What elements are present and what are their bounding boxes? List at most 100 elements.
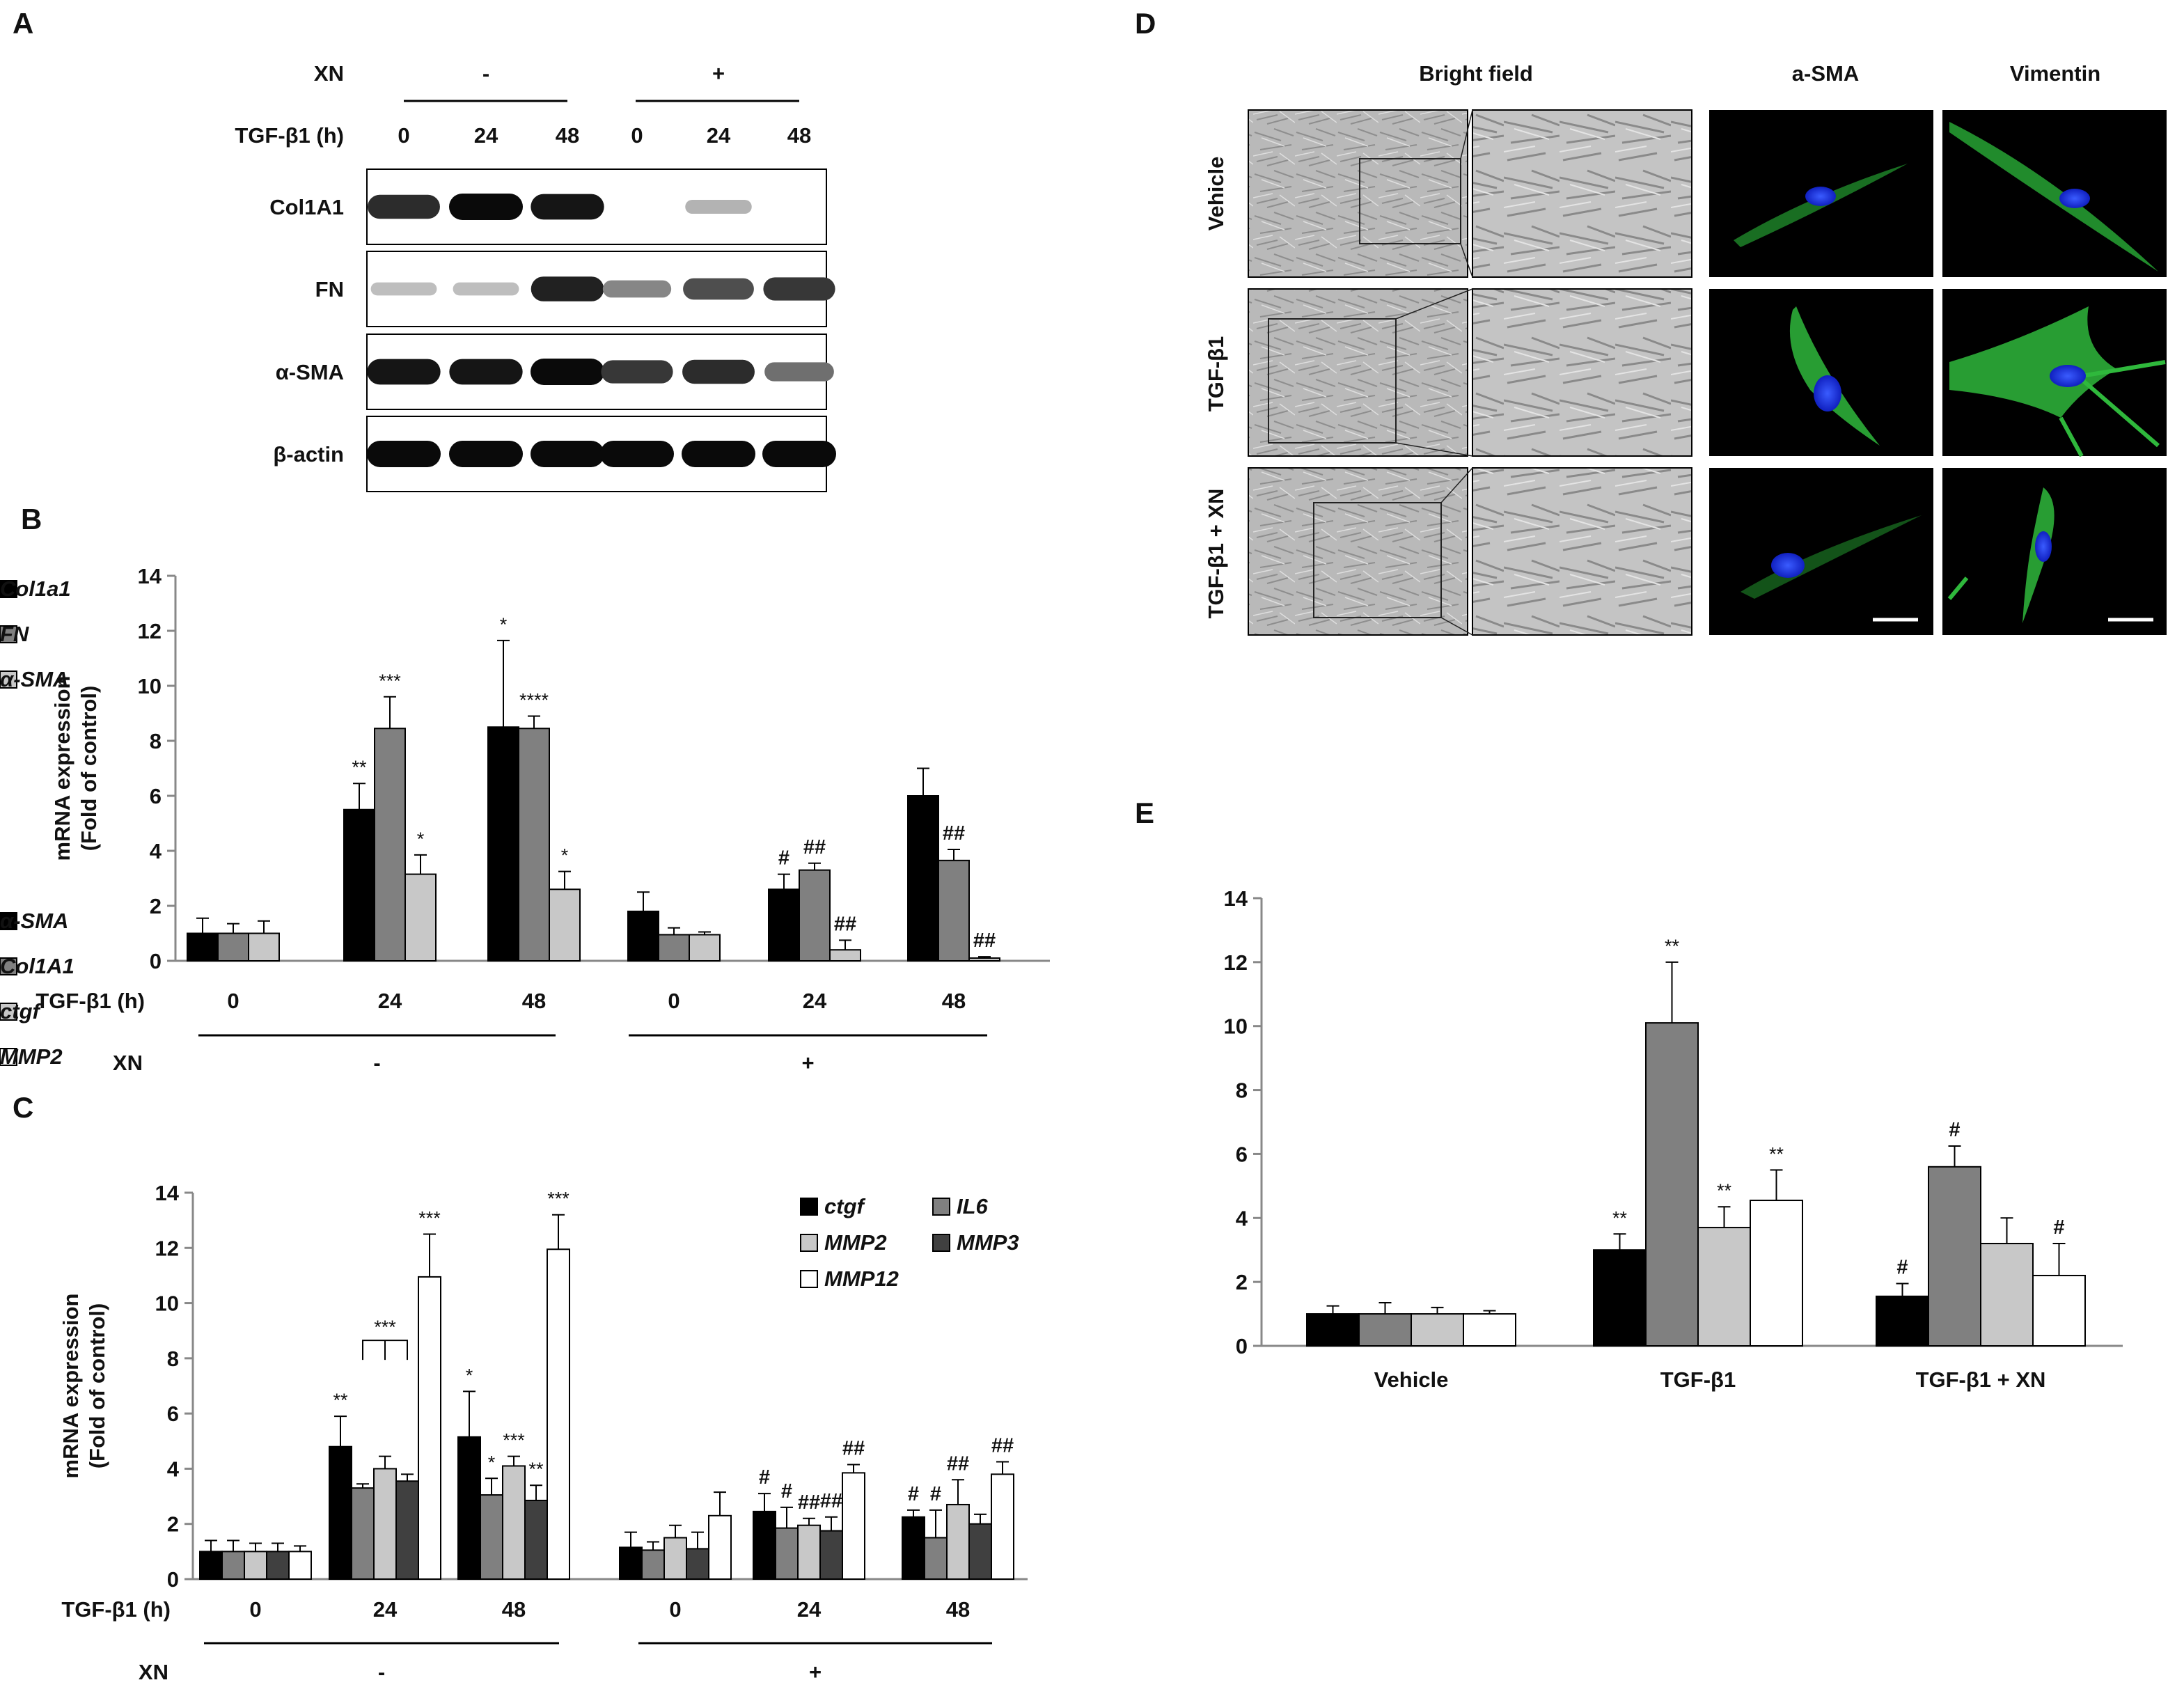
blot-rows: Col1A1 FN α-SMA β-actin	[269, 168, 836, 492]
bar	[1358, 1313, 1412, 1347]
bar	[266, 1551, 290, 1581]
vimentin-cell-tgf	[1949, 306, 2116, 418]
microscopy-panel: Bright field a-SMA Vimentin Vehicle TGF-…	[1204, 61, 2167, 636]
significance-marker: **	[333, 1390, 348, 1411]
zoom-line-vehicle	[1460, 109, 1473, 159]
bar	[187, 932, 219, 962]
y-tick-label: 2	[167, 1512, 179, 1537]
blot-xn-label: XN	[314, 61, 344, 86]
x-row-label: TGF-β1 (h)	[36, 989, 145, 1013]
x-category-label: 48	[946, 1597, 970, 1622]
blot-band	[370, 282, 437, 296]
significance-marker: ##	[803, 836, 826, 858]
significance-marker: ****	[519, 689, 549, 710]
blot-row-label: Col1A1	[269, 195, 344, 219]
bar	[768, 888, 800, 962]
micro-header-asma: a-SMA	[1792, 61, 1859, 86]
legend-swatch	[0, 957, 17, 975]
legend-swatch	[0, 912, 17, 930]
y-tick-label: 6	[1236, 1142, 1248, 1166]
y-axis-label: (Fold of control)	[77, 686, 101, 852]
bar	[404, 873, 437, 962]
legend-swatch	[800, 1234, 818, 1252]
legend-label: IL6	[957, 1194, 989, 1218]
brightfield-zoom-tgf	[1472, 288, 1692, 457]
blot-band	[453, 282, 519, 296]
blot-xn-plus: +	[712, 61, 725, 86]
x-category-label: 24	[373, 1597, 398, 1622]
significance-bracket	[362, 1340, 408, 1360]
bar	[288, 1551, 312, 1581]
legend-label: α-SMA	[0, 909, 68, 933]
significance-marker: ##	[943, 822, 965, 845]
significance-marker: ##	[973, 930, 996, 952]
bar	[1411, 1313, 1464, 1347]
y-axis-label: mRNA expression	[50, 676, 74, 861]
zoom-box-vehicle	[1359, 158, 1461, 244]
bar	[547, 1248, 570, 1580]
bar	[351, 1487, 375, 1580]
bar	[480, 1494, 503, 1581]
western-blot-panel: XN - + TGF-β1 (h) 0 24 48 0 24 48 Col1A1 FN α-S…	[235, 61, 836, 492]
group-label: XN	[139, 1660, 168, 1684]
significance-marker: ##	[842, 1437, 865, 1459]
bar	[689, 934, 721, 962]
blot-band	[685, 200, 752, 214]
group-value: +	[801, 1051, 814, 1075]
blot-band	[602, 280, 672, 298]
blot-row-label: FN	[315, 277, 344, 301]
blot-time-labels: 0 24 48 0 24 48	[398, 123, 811, 148]
y-tick-label: 6	[167, 1402, 179, 1426]
legend-label: α-SMA	[0, 667, 68, 691]
legend-swatch	[800, 1270, 818, 1288]
vimentin-nucleus-vehicle	[2059, 189, 2090, 208]
legend-swatch	[932, 1198, 950, 1216]
blot-band	[682, 359, 755, 384]
bar	[708, 1514, 732, 1581]
blot-time-label: 0	[631, 123, 643, 148]
blot-band	[367, 359, 441, 385]
micro-header-bright-field: Bright field	[1419, 61, 1533, 86]
bar	[418, 1276, 441, 1581]
panel-letter-b: B	[21, 503, 42, 535]
x-category-label: 48	[522, 989, 546, 1013]
x-category-label: 24	[378, 989, 402, 1013]
x-category-label: 0	[668, 989, 679, 1013]
legend-swatch	[0, 625, 17, 643]
blot-time-label: 48	[787, 123, 811, 148]
bar	[502, 1465, 526, 1581]
blot-band	[449, 359, 523, 385]
vimentin-nucleus-tgf	[2050, 365, 2086, 387]
y-tick-label: 12	[1224, 950, 1248, 975]
blot-time-label: 0	[398, 123, 409, 148]
bar	[797, 1524, 821, 1581]
significance-marker: #	[2053, 1216, 2064, 1239]
x-category-label: 24	[803, 989, 827, 1013]
brightfield-image-tgf-xn	[1248, 467, 1468, 636]
significance-marker: ##	[798, 1491, 820, 1514]
legend-label: ctgf	[824, 1194, 866, 1218]
significance-marker: ##	[991, 1435, 1014, 1457]
bar	[641, 1549, 665, 1580]
significance-marker: **	[1665, 936, 1680, 957]
vimentin-nucleus-tgf-xn	[2035, 531, 2052, 562]
y-tick-label: 10	[138, 674, 162, 698]
significance-marker: #	[781, 1480, 792, 1503]
bar	[775, 1527, 799, 1580]
x-category-label: Vehicle	[1374, 1367, 1449, 1392]
bar	[1697, 1227, 1751, 1347]
y-tick-label: 8	[150, 729, 162, 753]
significance-marker: *	[466, 1365, 473, 1386]
blot-band	[763, 277, 835, 301]
zoom-box-tgf	[1268, 318, 1397, 444]
blot-band	[762, 441, 836, 467]
legend-label: Col1a1	[0, 577, 71, 601]
asma-image-tgf-xn	[1709, 468, 1933, 635]
y-axis-label: (Fold of control)	[85, 1303, 109, 1469]
brightfield-image-tgf	[1248, 288, 1468, 457]
bar	[907, 795, 939, 962]
significance-marker: #	[1949, 1119, 1960, 1141]
x-category-label: TGF-β1	[1660, 1367, 1736, 1392]
